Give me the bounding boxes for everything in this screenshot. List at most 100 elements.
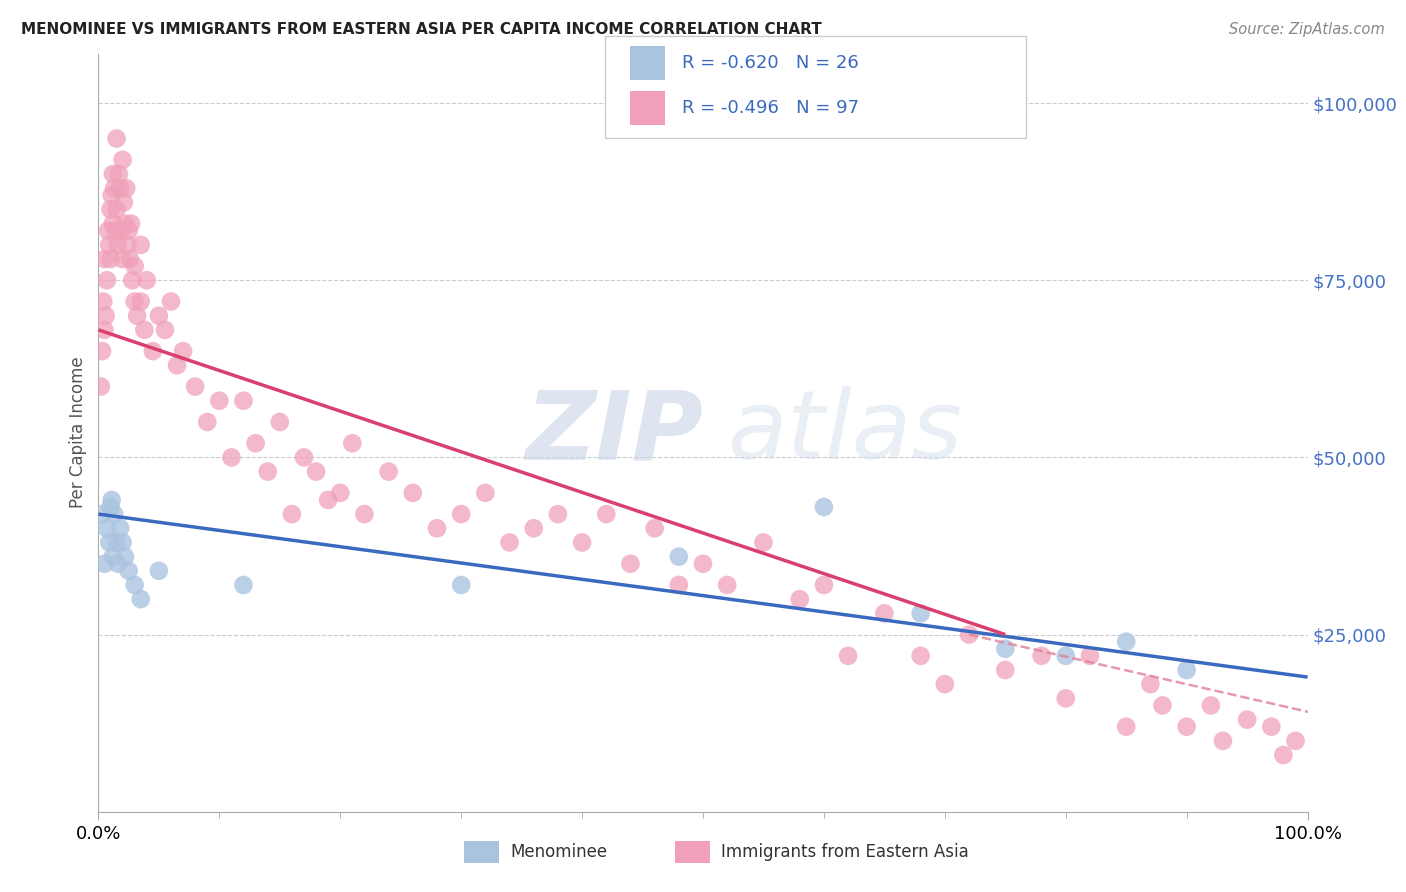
Point (103, 181, 125, 195)
Point (994, 641, 1017, 656)
Point (1260, 720, 1282, 734)
Point (91, 507, 114, 521)
Point (523, 521, 546, 535)
Point (450, 507, 472, 521)
Point (118, 564, 141, 578)
Point (910, 648, 932, 663)
Point (100, 492, 122, 507)
Point (107, 557, 129, 571)
Point (100, 188, 122, 202)
Point (90, 379, 112, 393)
Point (644, 521, 666, 535)
Point (1115, 634, 1137, 648)
Point (595, 507, 617, 521)
Point (124, 294, 146, 309)
Point (1236, 713, 1258, 727)
Point (619, 557, 641, 571)
Point (232, 578, 254, 592)
Point (1212, 734, 1234, 748)
Point (91, 294, 114, 309)
Point (1152, 698, 1174, 713)
Point (134, 323, 156, 337)
Point (105, 131, 128, 145)
Point (124, 578, 146, 592)
Point (1284, 734, 1306, 748)
Point (129, 592, 152, 607)
Point (108, 521, 131, 535)
Point (668, 549, 690, 564)
Point (129, 237, 152, 252)
Point (108, 181, 131, 195)
Point (135, 273, 157, 287)
Point (93, 323, 115, 337)
Point (153, 323, 176, 337)
Point (813, 500, 835, 514)
Point (108, 167, 131, 181)
Point (114, 217, 136, 231)
Point (910, 607, 932, 621)
Point (160, 294, 183, 309)
Point (668, 578, 690, 592)
Point (148, 564, 170, 578)
Point (98, 237, 121, 252)
Point (402, 486, 425, 500)
Point (329, 486, 352, 500)
Point (837, 648, 859, 663)
Text: MENOMINEE VS IMMIGRANTS FROM EASTERN ASIA PER CAPITA INCOME CORRELATION CHART: MENOMINEE VS IMMIGRANTS FROM EASTERN ASI… (21, 22, 823, 37)
Point (93, 557, 115, 571)
Point (1115, 720, 1137, 734)
Text: Source: ZipAtlas.com: Source: ZipAtlas.com (1229, 22, 1385, 37)
Text: atlas: atlas (727, 386, 962, 479)
Point (100, 500, 122, 514)
Point (1175, 663, 1198, 677)
Point (100, 202, 122, 217)
Point (269, 415, 291, 429)
Point (124, 259, 146, 273)
Point (1031, 648, 1053, 663)
Point (166, 359, 188, 373)
Point (752, 535, 775, 549)
Text: ZIP: ZIP (524, 386, 703, 479)
Point (316, 492, 339, 507)
Point (100, 252, 122, 266)
Point (129, 294, 152, 309)
Point (103, 507, 125, 521)
Text: R = -0.620   N = 26: R = -0.620 N = 26 (682, 54, 859, 72)
Point (1054, 691, 1077, 706)
Point (115, 181, 138, 195)
Point (934, 677, 956, 691)
Point (101, 167, 124, 181)
Point (377, 465, 399, 479)
Point (96, 273, 118, 287)
Point (105, 202, 128, 217)
Point (281, 507, 304, 521)
Point (172, 344, 194, 359)
Point (305, 465, 328, 479)
Point (118, 224, 141, 238)
Point (184, 379, 207, 393)
Point (111, 535, 134, 549)
Point (142, 344, 165, 359)
Point (994, 663, 1017, 677)
Point (112, 195, 135, 210)
Point (148, 309, 170, 323)
Point (1054, 648, 1077, 663)
Point (1272, 747, 1295, 762)
Point (571, 535, 593, 549)
Point (256, 465, 278, 479)
Point (789, 592, 811, 607)
Text: R = -0.496   N = 97: R = -0.496 N = 97 (682, 99, 859, 117)
Point (120, 217, 142, 231)
Text: Immigrants from Eastern Asia: Immigrants from Eastern Asia (721, 843, 969, 862)
Point (121, 273, 143, 287)
Point (117, 237, 139, 252)
Point (498, 535, 520, 549)
Point (104, 224, 127, 238)
Point (1078, 648, 1101, 663)
Point (107, 237, 129, 252)
Point (716, 578, 738, 592)
Point (426, 521, 449, 535)
Point (873, 607, 896, 621)
Point (957, 627, 980, 641)
Text: Menominee: Menominee (510, 843, 607, 862)
